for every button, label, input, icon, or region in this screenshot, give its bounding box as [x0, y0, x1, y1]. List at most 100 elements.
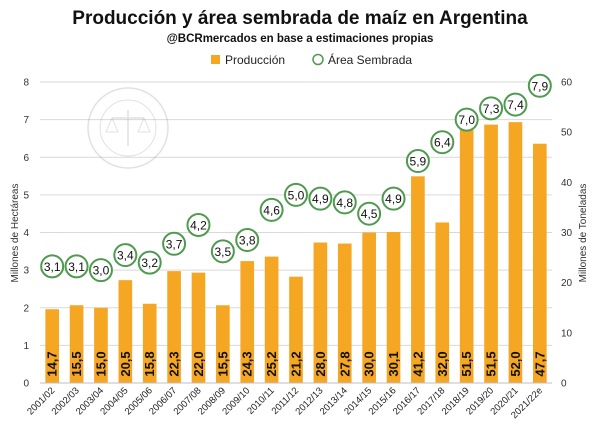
area-value-label: 5,9	[410, 155, 427, 169]
area-value-label: 7,3	[483, 102, 500, 116]
production-labels: 14,7 15,5 15,0 20,5 15,8 22,3 22,0 15,5 24,3 25,2…	[45, 351, 548, 376]
area-marker	[381, 186, 406, 211]
right-tick-label: 30	[561, 228, 573, 239]
area-value-label: 7,9	[531, 79, 548, 93]
production-bar	[337, 243, 352, 383]
production-bar	[142, 303, 157, 383]
production-bar	[411, 176, 425, 383]
production-bar	[45, 309, 60, 383]
legend-production-label: Producción	[225, 53, 285, 67]
area-value-label: 3,5	[215, 245, 232, 259]
production-bar	[484, 124, 498, 384]
left-tick-label: 0	[23, 379, 29, 390]
production-bar	[313, 242, 328, 383]
production-bar	[191, 272, 206, 383]
right-tick-label: 0	[561, 379, 567, 390]
area-markers: 3,1 3,1 3,0 3,4 3,2 3,7 4,2 3,5 3,8 4,6 5,0 4,9 4,8 4…	[40, 73, 552, 283]
production-value-label: 22,0	[191, 351, 206, 376]
area-value-label: 3,2	[141, 256, 158, 270]
production-bar	[240, 261, 255, 383]
production-value-label: 22,3	[167, 351, 182, 376]
legend: Producción Área Sembrada	[211, 52, 412, 67]
watermark-seal	[87, 87, 169, 169]
area-marker	[88, 258, 113, 283]
area-value-label: 4,8	[336, 196, 353, 210]
right-tick-label: 50	[561, 128, 573, 139]
legend-production-swatch	[211, 55, 220, 64]
area-value-label: 3,8	[239, 234, 256, 248]
area-marker	[210, 239, 235, 264]
production-bar	[435, 222, 450, 383]
left-tick-label: 8	[23, 78, 29, 89]
production-bar	[532, 143, 547, 383]
area-marker	[405, 149, 430, 174]
left-tick-label: 6	[23, 153, 29, 164]
left-tick-label: 7	[23, 115, 29, 126]
right-tick-label: 40	[561, 178, 573, 189]
area-marker	[357, 201, 382, 226]
production-value-label: 52,0	[508, 351, 523, 376]
production-bar	[289, 276, 303, 383]
right-axis-ticks: 0 10 20 30 40 50 60	[561, 78, 573, 390]
production-value-label: 24,3	[240, 351, 255, 376]
area-value-label: 5,0	[288, 188, 305, 202]
legend-area-marker	[312, 53, 324, 66]
production-value-label: 30,0	[362, 351, 377, 376]
left-tick-label: 2	[23, 303, 29, 314]
production-bar	[216, 305, 230, 383]
production-value-label: 21,2	[289, 351, 304, 376]
area-marker	[235, 228, 260, 253]
area-value-label: 7,4	[507, 98, 524, 112]
production-bars	[45, 122, 547, 384]
chart-subtitle: @BCRmercados en base a estimaciones prop…	[167, 33, 434, 45]
production-value-label: 28,0	[313, 351, 328, 376]
production-value-label: 15,8	[142, 351, 157, 376]
area-value-label: 3,4	[117, 249, 134, 263]
production-value-label: 15,0	[93, 351, 108, 376]
area-marker	[259, 197, 284, 222]
production-value-label: 51,5	[484, 351, 499, 376]
left-axis-label: Millones de Hectáreas	[10, 184, 21, 283]
area-marker	[186, 212, 211, 237]
area-value-label: 4,2	[190, 218, 207, 232]
legend-area-label: Área Sembrada	[328, 52, 412, 67]
area-marker	[430, 130, 455, 155]
area-marker	[137, 250, 162, 275]
area-marker	[527, 73, 552, 98]
right-axis-label: Millones de Toneladas	[578, 184, 589, 283]
area-value-label: 4,6	[263, 203, 280, 217]
area-value-label: 3,1	[44, 260, 61, 274]
left-axis-ticks: 0 1 2 3 4 5 6 7 8	[23, 78, 29, 390]
production-value-label: 51,5	[459, 351, 474, 376]
production-value-label: 30,1	[386, 351, 401, 376]
left-tick-label: 4	[23, 228, 29, 239]
area-value-label: 4,5	[361, 207, 378, 221]
production-bar	[459, 124, 474, 384]
production-value-label: 47,7	[532, 351, 547, 376]
chart-title: Producción y área sembrada de maíz en Ar…	[72, 8, 528, 29]
production-value-label: 25,2	[264, 351, 279, 376]
left-tick-label: 3	[23, 266, 29, 277]
area-marker	[162, 231, 187, 256]
production-value-label: 15,5	[215, 351, 230, 376]
area-value-label: 4,9	[385, 192, 402, 206]
area-value-label: 3,1	[68, 260, 85, 274]
production-value-label: 27,8	[337, 351, 352, 376]
area-marker	[64, 254, 89, 279]
area-marker	[479, 96, 504, 121]
right-tick-label: 10	[561, 328, 573, 339]
production-value-label: 14,7	[45, 351, 60, 376]
left-tick-label: 1	[23, 341, 29, 352]
right-tick-label: 20	[561, 278, 573, 289]
area-value-label: 7,0	[458, 113, 475, 127]
area-value-label: 3,0	[93, 264, 110, 278]
production-bar	[386, 231, 401, 383]
production-value-label: 32,0	[435, 351, 450, 376]
production-bar	[362, 232, 376, 383]
production-value-label: 20,5	[118, 351, 133, 376]
production-value-label: 41,2	[410, 351, 425, 376]
area-marker	[113, 243, 138, 268]
production-value-label: 15,5	[69, 351, 84, 376]
area-marker	[308, 186, 333, 211]
